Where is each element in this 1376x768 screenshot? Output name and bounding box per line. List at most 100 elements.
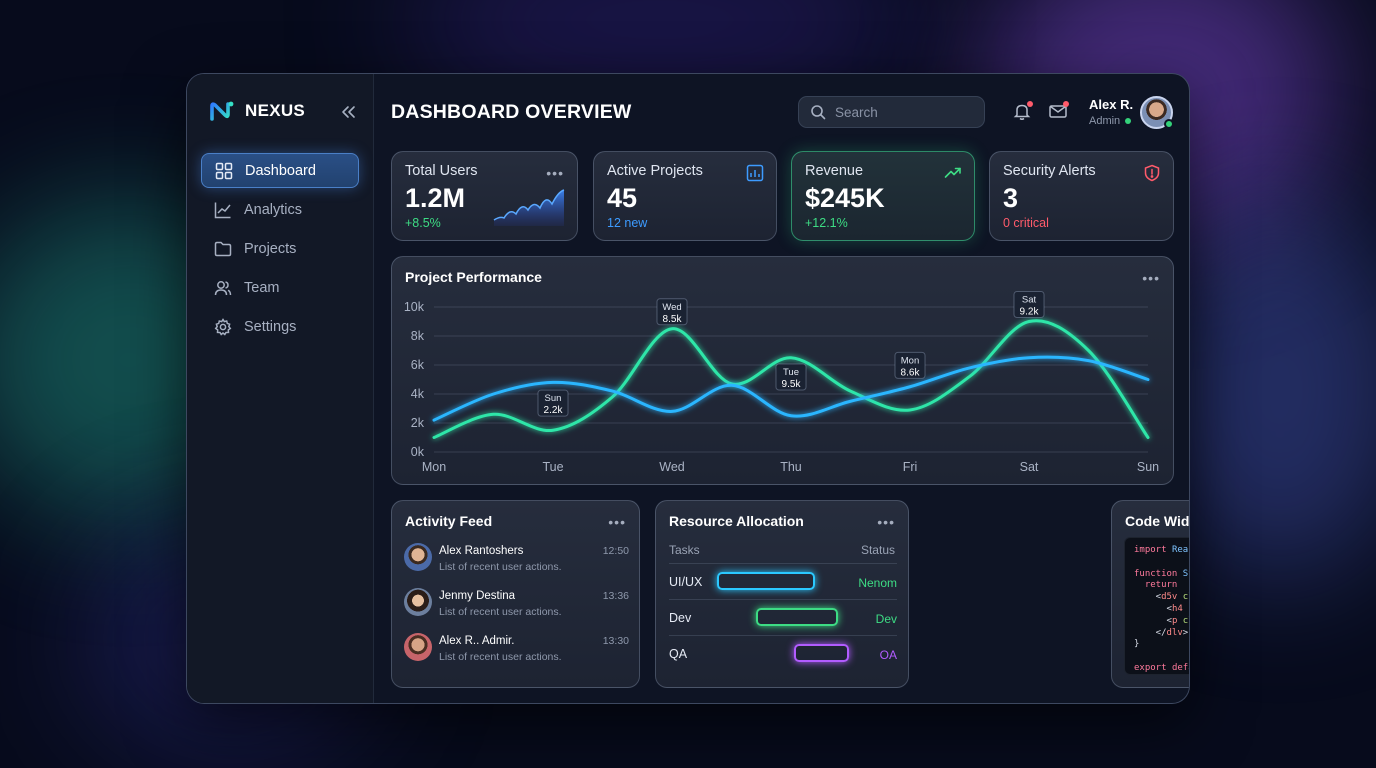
series-line-1 xyxy=(432,355,1150,422)
stat-label: Revenue xyxy=(805,163,864,179)
x-tick-label: Thu xyxy=(780,460,802,474)
stat-card-total-users[interactable]: Total Users 1.2M +8.5% ••• xyxy=(391,151,578,241)
code-line xyxy=(1134,651,1189,663)
activity-user-name: Alex Rantoshers xyxy=(439,545,524,557)
stat-value: 45 xyxy=(607,183,638,213)
data-point xyxy=(433,419,435,421)
more-options-icon[interactable]: ••• xyxy=(546,165,564,181)
stat-change: +8.5% xyxy=(405,216,441,230)
data-point xyxy=(552,429,554,431)
task-name: QA xyxy=(669,647,688,661)
data-point xyxy=(492,393,494,395)
search-icon xyxy=(811,105,826,120)
data-point xyxy=(552,381,554,383)
collapse-sidebar-button[interactable] xyxy=(337,101,359,123)
search-box[interactable] xyxy=(798,96,985,128)
code-line: <p className="vetoe">{value}</p> xyxy=(1134,615,1190,626)
activity-time: 13:30 xyxy=(602,635,629,647)
annotation-value: 9.5k xyxy=(782,379,802,390)
sidebar-item-team[interactable]: Team xyxy=(201,270,359,305)
stat-change: 0 critical xyxy=(1003,216,1049,230)
stat-card-revenue[interactable]: Revenue $245K +12.1% xyxy=(791,151,975,241)
code-line xyxy=(1134,557,1189,569)
x-tick-label: Tue xyxy=(542,460,563,474)
x-tick-label: Fri xyxy=(903,460,918,474)
y-tick-label: 2k xyxy=(411,416,425,430)
annotation-value: 8.6k xyxy=(901,367,921,378)
messages-button[interactable] xyxy=(1048,101,1070,123)
project-performance-card: Project Performance ••• 0k 2k 4k 6k 8k 10k Mon… xyxy=(391,256,1174,485)
data-point xyxy=(671,410,673,412)
grid-icon xyxy=(215,162,233,179)
code-line: export default StatusCard; xyxy=(1134,662,1189,673)
chart-title: Project Performance xyxy=(405,269,542,285)
task-name: UI/UX xyxy=(669,575,703,589)
data-point xyxy=(849,400,851,402)
sidebar-item-label: Projects xyxy=(244,240,297,257)
data-point xyxy=(909,386,911,388)
data-point xyxy=(790,357,792,359)
code-line: <h4 clacsName="titla">{title}</hd> xyxy=(1134,603,1190,614)
code-widget-card: Code Widget ••• import React from 'react… xyxy=(1111,500,1190,688)
activity-user-name: Jenmy Destina xyxy=(439,590,516,602)
data-point xyxy=(790,415,792,417)
online-status-dot xyxy=(1125,118,1132,124)
app-window: NEXUS Dashboard Analytics xyxy=(186,73,1190,704)
more-options-icon[interactable]: ••• xyxy=(1142,270,1160,286)
table-row[interactable]: QA OA xyxy=(669,635,897,671)
folder-icon xyxy=(214,241,232,256)
sidebar-item-projects[interactable]: Projects xyxy=(201,231,359,266)
user-role: Admin xyxy=(1089,115,1133,127)
avatar xyxy=(404,633,432,661)
user-menu[interactable]: Alex R. Admin xyxy=(1089,97,1133,127)
allocation-bar[interactable] xyxy=(716,572,815,590)
table-row[interactable]: UI/UX Nenom xyxy=(669,563,897,599)
data-point xyxy=(433,436,435,438)
annotation-value: 9.2k xyxy=(1020,307,1040,318)
stat-card-security-alerts[interactable]: Security Alerts 3 0 critical xyxy=(989,151,1174,241)
avatar-status-dot xyxy=(1164,119,1174,129)
stat-card-active-projects[interactable]: Active Projects 45 12 new xyxy=(593,151,777,241)
nexus-logo-icon xyxy=(210,101,234,121)
list-item[interactable]: Jenmy Destina List of recent user action… xyxy=(404,588,629,620)
data-point xyxy=(968,375,970,377)
task-status: Dev xyxy=(875,612,897,626)
bell-icon xyxy=(1013,104,1031,120)
annotation-value: 8.5k xyxy=(663,314,683,325)
x-tick-label: Wed xyxy=(659,460,685,474)
notifications-button[interactable] xyxy=(1012,101,1034,123)
activity-description: List of recent user actions. xyxy=(439,606,562,618)
series-line-0 xyxy=(432,319,1150,439)
search-input[interactable] xyxy=(835,104,975,120)
y-tick-label: 0k xyxy=(411,445,425,459)
avatar[interactable] xyxy=(1140,96,1174,129)
y-tick-label: 6k xyxy=(411,358,425,372)
sidebar-item-dashboard[interactable]: Dashboard xyxy=(201,153,359,188)
sidebar-item-settings[interactable]: Settings xyxy=(201,309,359,344)
sidebar-nav: Dashboard Analytics Projects Team xyxy=(201,153,359,348)
list-item[interactable]: Alex R.. Admir. List of recent user acti… xyxy=(404,633,629,665)
message-dot xyxy=(1063,101,1069,107)
gear-icon xyxy=(214,317,232,336)
activity-user-name: Alex R.. Admir. xyxy=(439,635,515,647)
code-editor[interactable]: import React from 'react'; function Stat… xyxy=(1124,537,1190,675)
table-row[interactable]: Dev Dev xyxy=(669,599,897,635)
more-options-icon[interactable]: ••• xyxy=(877,514,895,530)
allocation-bar[interactable] xyxy=(794,644,850,662)
code-line: </dlv>; xyxy=(1134,627,1189,638)
line-chart-icon xyxy=(214,202,231,218)
more-options-icon[interactable]: ••• xyxy=(608,514,626,530)
code-line: <d5v className="card"> xyxy=(1134,592,1189,603)
brand[interactable]: NEXUS xyxy=(209,100,305,122)
list-item[interactable]: Alex Rantoshers List of recent user acti… xyxy=(404,543,629,575)
y-tick-label: 8k xyxy=(411,329,425,343)
sidebar-item-analytics[interactable]: Analytics xyxy=(201,192,359,227)
data-point xyxy=(1147,378,1149,380)
sidebar-item-label: Team xyxy=(244,279,280,296)
annotation-day: Sun xyxy=(545,393,562,404)
allocation-bar[interactable] xyxy=(755,608,838,626)
code-widget-title: Code Widget xyxy=(1125,513,1190,529)
main-content: DASHBOARD OVERVIEW Alex R. Admin xyxy=(374,74,1189,703)
